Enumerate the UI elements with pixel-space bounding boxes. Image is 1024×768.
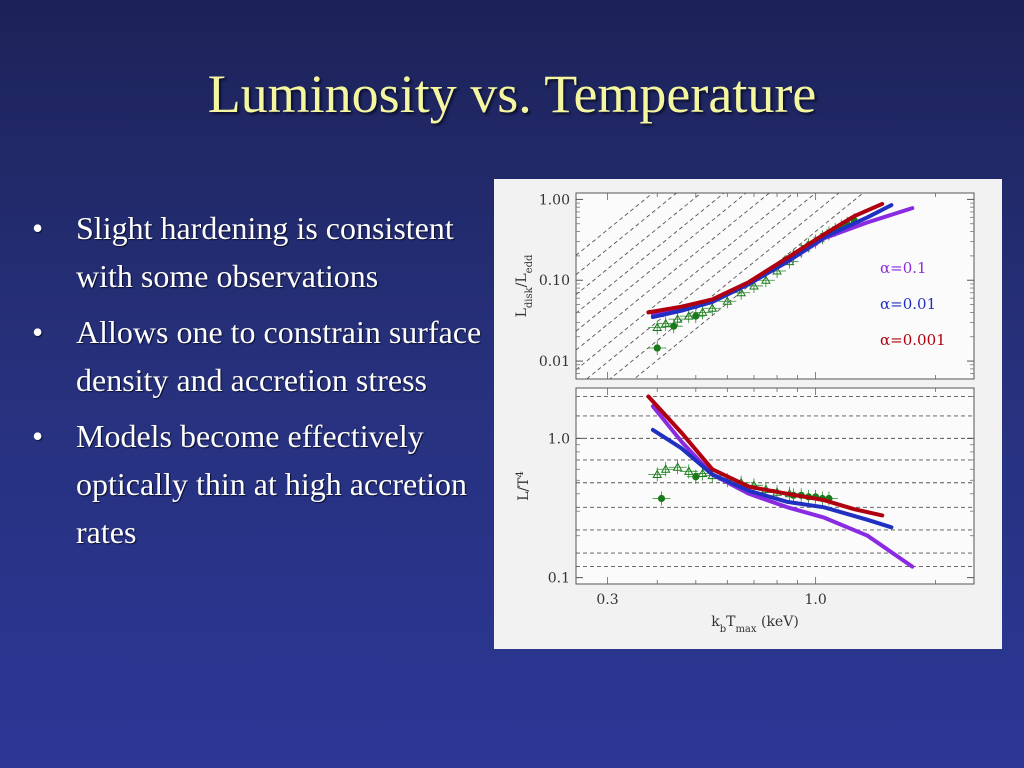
data-point-triangle	[672, 314, 683, 323]
bullet-item: • Allows one to constrain surface densit…	[32, 308, 482, 404]
data-point-circle	[692, 473, 700, 481]
data-point-circle	[657, 494, 666, 503]
series-line	[646, 394, 885, 518]
legend-entry: α=0.001	[880, 331, 946, 349]
legend-alpha-icon: α	[880, 331, 890, 349]
x-axis-label-part: T	[726, 614, 736, 630]
y-axis-label-sub: disk	[524, 286, 535, 308]
bullet-list: • Slight hardening is consistent with so…	[32, 204, 482, 564]
reference-line	[576, 193, 678, 276]
data-point-circle	[692, 312, 700, 320]
reference-lines	[576, 193, 864, 379]
x-axis-label-sub: max	[735, 624, 756, 635]
x-axis-label: kbTmax (keV)	[711, 614, 799, 635]
data-point-triangle	[672, 462, 683, 471]
reference-line	[576, 193, 725, 314]
reference-line	[576, 193, 747, 332]
data-point-circle	[670, 322, 678, 330]
y-axis-label: L/T4	[515, 471, 533, 501]
reference-line	[633, 193, 864, 379]
plot-frame	[575, 387, 975, 585]
legend-entry-text: =0.01	[890, 295, 936, 313]
legend-entry-text: =0.1	[890, 259, 926, 277]
data-point-triangle	[660, 464, 671, 473]
data-point-triangle	[749, 280, 759, 290]
y-axis-label-sup: 4	[515, 471, 526, 477]
bullet-dot-icon: •	[32, 210, 44, 246]
bullet-item: • Slight hardening is consistent with so…	[32, 204, 482, 300]
data-point-circle	[653, 344, 661, 352]
data-point-triangle	[707, 303, 718, 312]
reference-line	[585, 193, 817, 379]
x-axis-label-sub: b	[720, 624, 726, 635]
chart-figure: 1.00 0.10 0.01 Ldisk/Ledd α=0.1 α=0.01 α=0.001…	[494, 179, 1002, 649]
y-tick-label: 1.0	[548, 431, 570, 447]
data-point-triangle	[652, 322, 663, 332]
y-tick-label: 0.1	[548, 571, 570, 587]
x-axis-label-part: (keV)	[757, 614, 799, 630]
x-tick-label: 0.3	[596, 592, 618, 608]
slide-title: Luminosity vs. Temperature	[207, 64, 817, 124]
bullet-text: Allows one to constrain surface density …	[76, 314, 482, 398]
data-point-triangle	[722, 296, 733, 305]
series-line	[650, 203, 894, 320]
plot-frame	[575, 192, 975, 380]
reference-line	[576, 193, 795, 371]
reference-line	[576, 193, 654, 256]
data-point-triangle	[761, 275, 771, 284]
data-point-triangle	[736, 287, 747, 297]
data-point-triangle	[683, 311, 694, 320]
reference-lines	[576, 396, 974, 568]
legend-alpha-icon: α	[880, 295, 890, 313]
series-line	[650, 427, 894, 530]
legend-entry: α=0.1	[880, 259, 927, 277]
reference-line	[609, 193, 840, 379]
y-tick-label: 1.00	[539, 192, 570, 208]
bullet-dot-icon: •	[32, 418, 44, 454]
data-point-triangle	[652, 469, 663, 479]
legend-alpha-icon: α	[880, 259, 890, 277]
bullet-item: • Models become effectively optically th…	[32, 412, 482, 556]
bullet-text: Models become effectively optically thin…	[76, 418, 467, 550]
y-tick-label: 0.10	[539, 273, 570, 289]
data-point-triangle	[683, 466, 694, 475]
bullet-dot-icon: •	[32, 314, 44, 350]
data-point-triangle	[697, 307, 708, 316]
y-axis-label-part: /L	[514, 273, 530, 287]
y-tick-label: 0.01	[539, 354, 570, 370]
series-line	[650, 404, 915, 569]
series-line	[646, 201, 885, 315]
reference-line	[576, 193, 702, 295]
legend-entry-text: =0.001	[890, 331, 946, 349]
reference-line	[576, 193, 771, 351]
y-axis-label-sub: edd	[524, 254, 535, 273]
bullet-text: Slight hardening is consistent with some…	[76, 210, 454, 294]
y-axis-label: Ldisk/Ledd	[514, 254, 535, 317]
legend-entry: α=0.01	[880, 295, 936, 313]
data-point-triangle	[660, 318, 671, 328]
x-tick-label: 1.0	[804, 592, 826, 608]
